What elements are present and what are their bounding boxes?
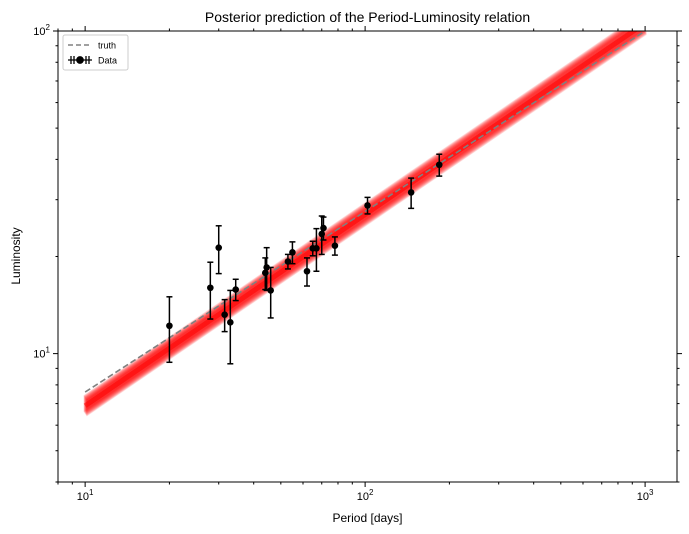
data-point bbox=[407, 177, 415, 210]
chart-title: Posterior prediction of the Period-Lumin… bbox=[205, 9, 530, 25]
data-marker bbox=[331, 242, 339, 250]
data-point bbox=[166, 296, 173, 364]
posterior-sample-line bbox=[83, 31, 645, 412]
data-marker bbox=[221, 311, 228, 319]
data-marker bbox=[166, 322, 173, 330]
legend-truth-label: truth bbox=[98, 41, 116, 51]
data-marker bbox=[289, 249, 296, 256]
data-marker bbox=[407, 189, 415, 196]
posterior-sample-line bbox=[83, 31, 647, 414]
data-marker bbox=[435, 161, 443, 169]
data-marker bbox=[320, 224, 327, 232]
data-point bbox=[331, 236, 339, 256]
data-series bbox=[166, 153, 443, 365]
data-point bbox=[221, 298, 228, 333]
posterior-sample-line bbox=[83, 31, 630, 403]
data-point bbox=[303, 257, 311, 287]
data-marker bbox=[215, 244, 223, 251]
data-point bbox=[289, 241, 296, 265]
posterior-sample-line bbox=[83, 31, 647, 417]
plot-area bbox=[83, 31, 647, 417]
posterior-sample-line bbox=[83, 31, 629, 403]
posterior-sample-line bbox=[83, 31, 647, 416]
data-marker bbox=[303, 267, 311, 275]
posterior-sample-line bbox=[83, 31, 631, 404]
x-tick-label: 102 bbox=[357, 488, 374, 503]
y-axis-label: Luminosity bbox=[9, 227, 23, 284]
posterior-sample-line bbox=[83, 31, 632, 404]
legend-data-swatch bbox=[68, 56, 92, 64]
posterior-sample-line bbox=[83, 31, 647, 415]
x-tick-label: 101 bbox=[77, 488, 94, 503]
data-marker bbox=[364, 202, 371, 209]
data-point bbox=[267, 266, 274, 319]
posterior-sample-line bbox=[83, 31, 646, 413]
data-point bbox=[227, 289, 234, 365]
posterior-sample-line bbox=[83, 31, 647, 414]
axes: 101 102 103 101 102 bbox=[33, 23, 682, 503]
posterior-sample-line bbox=[83, 31, 647, 417]
legend-box bbox=[62, 34, 129, 71]
plot-content bbox=[83, 31, 647, 417]
data-point bbox=[232, 278, 240, 302]
data-point bbox=[435, 153, 443, 177]
data-point bbox=[364, 196, 371, 215]
posterior-sample-line bbox=[83, 31, 633, 405]
legend-data-label: Data bbox=[98, 56, 117, 66]
data-marker bbox=[267, 287, 274, 294]
data-point bbox=[207, 261, 214, 320]
x-axis-label: Period [days] bbox=[332, 511, 402, 525]
posterior-sample-line bbox=[83, 31, 631, 404]
data-point bbox=[313, 227, 320, 273]
posterior-sample-line bbox=[83, 31, 647, 414]
y-tick-label: 102 bbox=[33, 23, 50, 38]
posterior-sample-line bbox=[83, 31, 647, 415]
data-marker bbox=[227, 319, 234, 326]
data-point bbox=[215, 225, 223, 275]
data-marker bbox=[207, 284, 214, 292]
posterior-band bbox=[83, 31, 647, 417]
data-marker bbox=[232, 286, 240, 293]
data-marker bbox=[263, 264, 270, 271]
posterior-sample-line bbox=[83, 31, 645, 412]
truth-line bbox=[84, 31, 646, 393]
data-point bbox=[320, 216, 327, 241]
legend: truth Data bbox=[62, 34, 129, 71]
y-tick-label: 101 bbox=[33, 346, 50, 361]
x-tick-label: 103 bbox=[637, 488, 654, 503]
posterior-sample-line bbox=[83, 31, 647, 416]
data-marker bbox=[313, 245, 320, 252]
